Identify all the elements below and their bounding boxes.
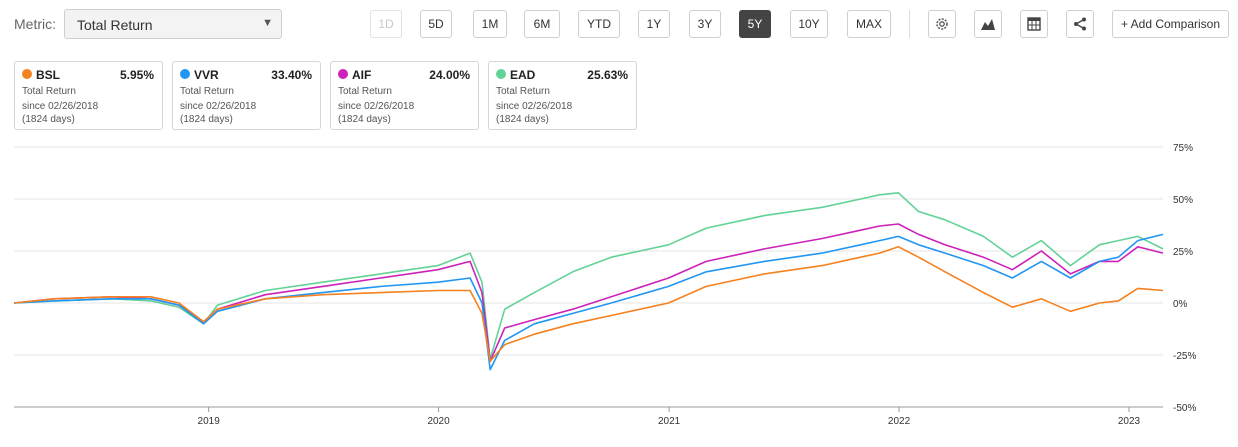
range-button-10y[interactable]: 10Y [790,10,828,38]
card-days: (1824 days) [338,114,391,125]
card-since: since 02/26/2018 [22,101,99,112]
y-tick-label: 75% [1173,143,1193,154]
metric-select[interactable]: Total Return ▼ [64,9,282,39]
settings-button[interactable] [928,10,956,38]
range-button-1m[interactable]: 1M [473,10,507,38]
card-days: (1824 days) [180,114,233,125]
range-button-1d: 1D [370,10,402,38]
x-tick-label: 2020 [427,416,450,427]
range-button-max[interactable]: MAX [847,10,891,38]
y-tick-label: 25% [1173,247,1193,258]
card-ticker[interactable]: AIF [352,68,372,82]
x-tick-label: 2021 [658,416,681,427]
range-button-5d[interactable]: 5D [420,10,452,38]
range-button-3y[interactable]: 3Y [689,10,721,38]
add-comparison-button[interactable]: + Add Comparison [1112,10,1229,38]
y-tick-label: -50% [1173,403,1196,414]
table-view-button[interactable] [1020,10,1048,38]
range-button-5y[interactable]: 5Y [739,10,771,38]
table-icon [1027,17,1041,31]
series-line-bsl [13,246,1164,362]
series-color-dot [180,69,190,79]
card-metric: Total Return [496,86,550,97]
comparison-card-vvr[interactable]: VVR 33.40% Total Return since 02/26/2018 (18… [172,61,321,130]
gear-icon [936,18,948,30]
metric-select-value: Total Return [77,17,153,33]
x-tick-label: 2019 [198,416,221,427]
card-metric: Total Return [22,86,76,97]
card-since: since 02/26/2018 [496,101,573,112]
series-color-dot [496,69,506,79]
series-line-vvr [13,233,1164,371]
comparison-card-aif[interactable]: AIF 24.00% Total Return since 02/26/2018 (18… [330,61,479,130]
card-value: 5.95% [119,68,154,82]
card-value: 24.00% [429,68,470,82]
card-since: since 02/26/2018 [180,101,257,112]
card-days: (1824 days) [22,114,75,125]
card-metric: Total Return [180,86,234,97]
x-tick-label: 2022 [888,416,911,427]
mountain-chart-icon [981,19,995,30]
range-button-1y[interactable]: 1Y [638,10,670,38]
toolbar-divider [909,10,910,38]
share-button[interactable] [1066,10,1094,38]
comparison-card-bsl[interactable]: BSL 5.95% Total Return since 02/26/2018 (182… [14,61,163,130]
card-days: (1824 days) [496,114,549,125]
range-button-ytd[interactable]: YTD [578,10,620,38]
chevron-down-icon: ▼ [262,17,273,29]
series-color-dot [22,69,32,79]
card-ticker[interactable]: BSL [36,68,60,82]
chart-type-button[interactable] [974,10,1002,38]
card-since: since 02/26/2018 [338,101,415,112]
share-icon [1074,17,1086,31]
card-value: 33.40% [271,68,312,82]
y-tick-label: 50% [1173,195,1193,206]
series-line-aif [13,223,1164,362]
x-tick-label: 2023 [1118,416,1141,427]
card-metric: Total Return [338,86,392,97]
range-button-6m[interactable]: 6M [524,10,560,38]
series-line-ead [13,191,1164,360]
comparison-card-ead[interactable]: EAD 25.63% Total Return since 02/26/2018 (18… [488,61,637,130]
series-color-dot [338,69,348,79]
total-return-chart: 75% 50% 25% 0% -25% -50% 2019 2020 2021 2022 2023 [13,143,1196,427]
y-tick-label: -25% [1173,351,1196,362]
y-tick-label: 0% [1173,299,1188,310]
card-value: 25.63% [587,68,628,82]
card-ticker[interactable]: VVR [194,68,219,82]
metric-label: Metric: [14,16,56,32]
card-ticker[interactable]: EAD [510,68,536,82]
